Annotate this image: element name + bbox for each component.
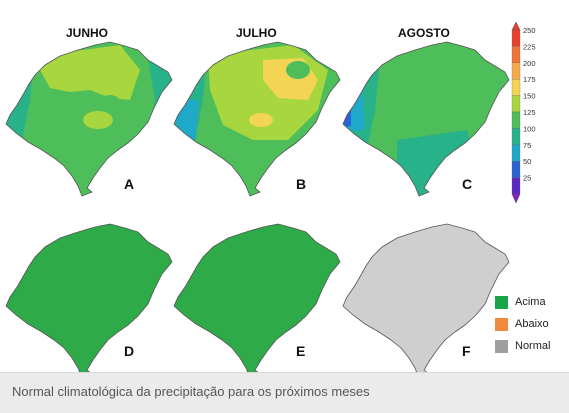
caption-bar: Normal climatológica da precipitação par…	[0, 372, 569, 413]
map-panel-e	[173, 223, 341, 372]
colorbar-segment	[511, 79, 521, 96]
figure-caption: Normal climatológica da precipitação par…	[12, 384, 370, 399]
colorbar-tick-label: 125	[523, 108, 536, 117]
colorbar-segment	[511, 95, 521, 113]
colorbar-tick-label: 100	[523, 124, 536, 133]
precipitation-figure: JUNHO JULHO AGOSTO	[5, 21, 551, 372]
colorbar-segment	[511, 128, 521, 145]
colorbar-segment	[511, 111, 521, 129]
legend-swatch-normal	[495, 340, 508, 353]
month-title-june: JUNHO	[66, 26, 109, 40]
map-panel-b	[173, 41, 341, 197]
map-panel-c	[342, 41, 510, 197]
month-title-july: JULHO	[236, 26, 277, 40]
colorbar-segment	[511, 46, 521, 63]
colorbar-tick-label: 250	[523, 26, 536, 35]
colorbar-segment	[511, 62, 521, 80]
legend-swatch-abaixo	[495, 318, 508, 331]
legend-label-normal: Normal	[515, 340, 551, 352]
map-panel-f	[342, 223, 510, 372]
colorbar-segment	[511, 29, 521, 47]
colorbar-tick-label: 225	[523, 42, 536, 51]
colorbar-tick-label: 175	[523, 75, 536, 84]
legend-swatch-acima	[495, 296, 508, 309]
legend-label-abaixo: Abaixo	[515, 318, 549, 330]
panel-letter-d: D	[124, 343, 135, 359]
panel-letter-a: A	[124, 176, 135, 192]
colorbar-segment	[511, 161, 521, 178]
panel-letter-b: B	[296, 176, 307, 192]
panel-letter-c: C	[462, 176, 473, 192]
maps-svg: 250 225 200 175 150 125 100 75 50 25	[5, 21, 536, 372]
panel-letter-e: E	[296, 343, 306, 359]
colorbar-tick-label: 200	[523, 59, 536, 68]
panel-letter-f: F	[462, 343, 471, 359]
colorbar: 250 225 200 175 150 125 100 75 50 25	[511, 21, 536, 204]
colorbar-segment	[511, 177, 521, 195]
month-title-august: AGOSTO	[398, 26, 450, 40]
map-panel-a	[5, 41, 173, 197]
map-panel-d	[5, 223, 173, 372]
colorbar-segment	[511, 144, 521, 162]
colorbar-tick-label: 75	[523, 141, 531, 150]
legend-label-acima: Acima	[515, 296, 546, 308]
colorbar-tick-label: 25	[523, 174, 531, 183]
colorbar-tick-label: 150	[523, 92, 536, 101]
colorbar-bottom-arrow	[511, 193, 521, 204]
colorbar-tick-label: 50	[523, 157, 531, 166]
colorbar-top-arrow	[511, 21, 521, 31]
